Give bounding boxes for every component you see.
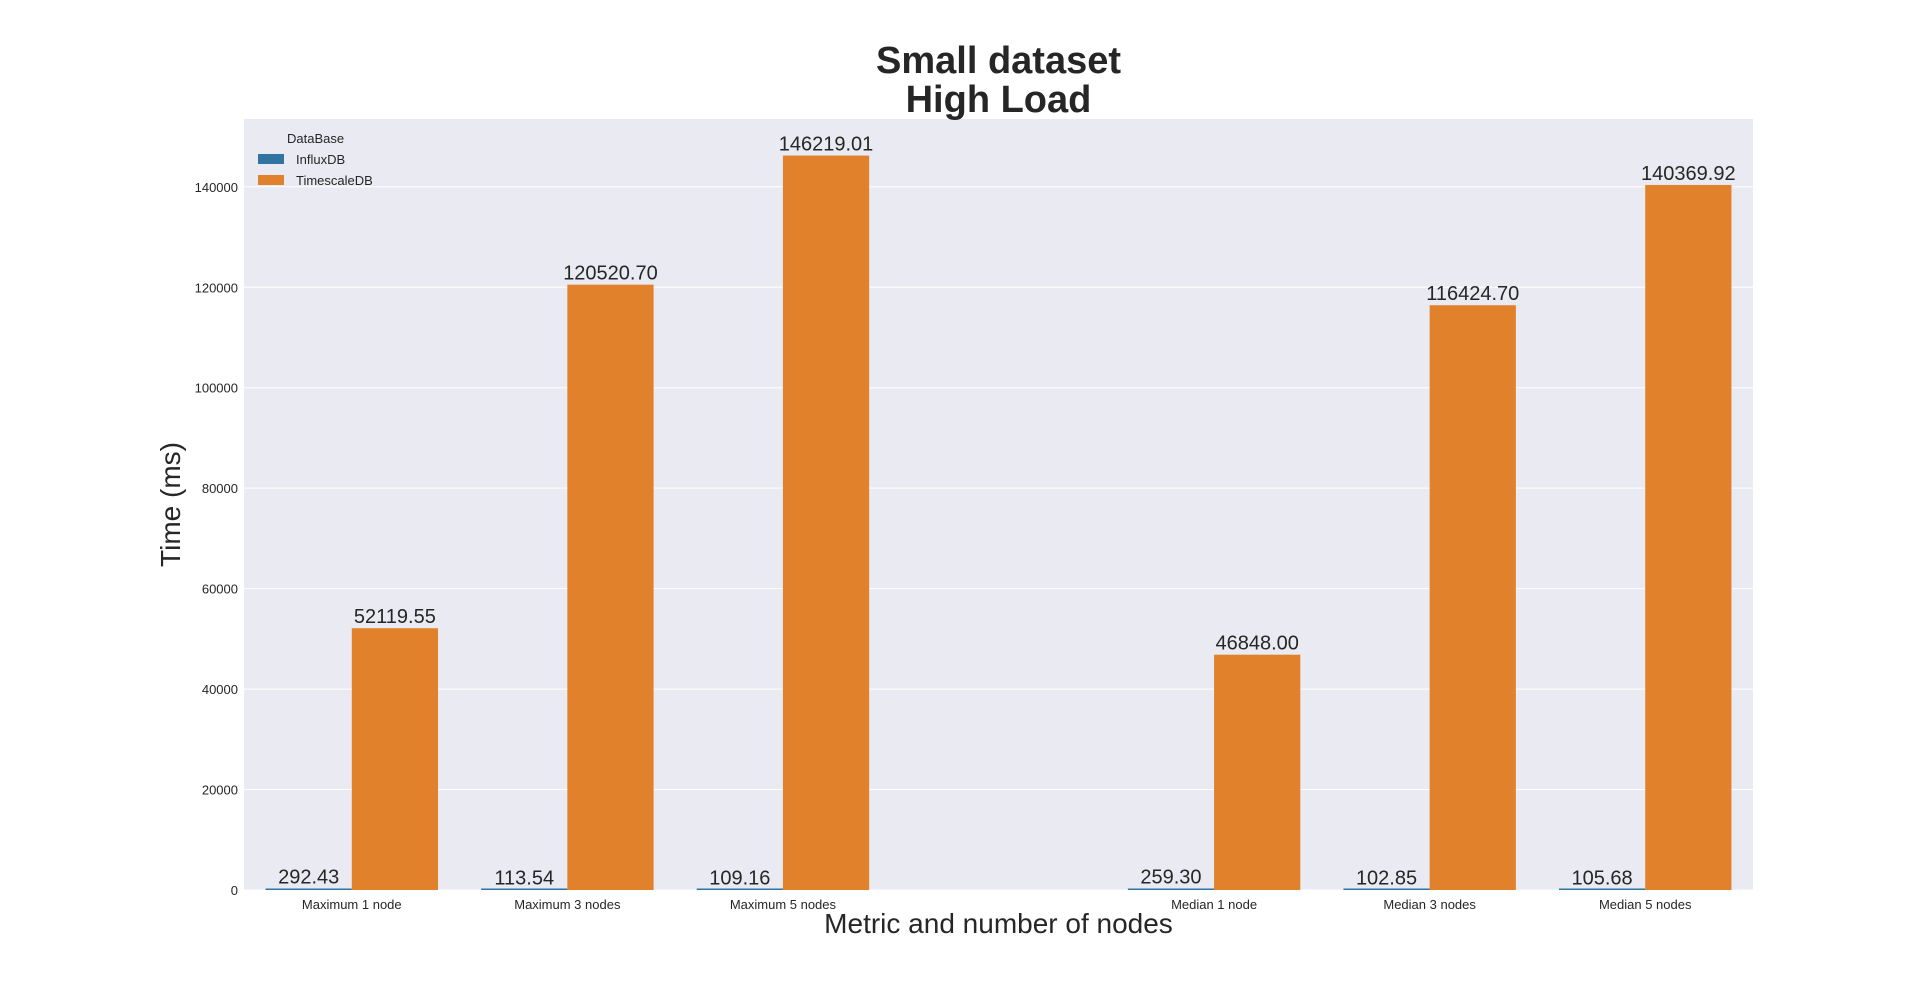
bar-influxdb <box>1343 888 1430 890</box>
bar-value-label: 52119.55 <box>354 606 436 628</box>
x-tick-label: Maximum 3 nodes <box>514 897 621 912</box>
x-tick-label: Maximum 5 nodes <box>730 897 837 912</box>
y-tick-label: 120000 <box>195 280 238 295</box>
bar-value-label: 146219.01 <box>779 134 874 156</box>
y-tick-label: 140000 <box>195 180 238 195</box>
bar-value-label: 116424.70 <box>1426 283 1519 305</box>
chart-title-line-2: High Load <box>906 79 1092 121</box>
bar-value-label: 109.16 <box>709 867 770 889</box>
bar-value-label: 259.30 <box>1140 867 1201 889</box>
x-tick-labels: Maximum 1 node Maximum 3 nodes Maximum 5 n… <box>302 897 1692 912</box>
bar-value-label: 102.85 <box>1356 867 1417 889</box>
y-tick-labels: 0 20000 40000 60000 80000 100000 120000 140000 <box>195 180 238 898</box>
plot-area <box>244 119 1753 890</box>
bars <box>265 155 1732 891</box>
bar-value-label: 105.68 <box>1572 867 1633 889</box>
bar-influxdb <box>481 888 568 890</box>
legend-swatch-timescaledb <box>258 175 284 185</box>
bar-timescaledb <box>1645 184 1732 891</box>
legend: DataBase InfluxDB TimescaleDB <box>258 131 373 188</box>
bar-timescaledb <box>1429 305 1516 890</box>
y-tick-label: 20000 <box>202 783 238 798</box>
bar-value-label: 120520.70 <box>563 263 658 285</box>
x-axis-label: Metric and number of nodes <box>824 908 1173 939</box>
y-tick-label: 0 <box>231 883 238 898</box>
x-tick-label: Median 3 nodes <box>1383 897 1476 912</box>
bar-timescaledb <box>351 628 439 890</box>
bar-value-labels: 292.43 52119.55 113.54 120520.70 109.16 14621… <box>278 134 1736 890</box>
bar-value-label: 113.54 <box>494 867 554 889</box>
bar-influxdb <box>1127 888 1215 890</box>
legend-label-influxdb: InfluxDB <box>296 152 345 167</box>
bar-value-label: 292.43 <box>278 867 339 889</box>
legend-title: DataBase <box>287 131 344 146</box>
bar-value-label: 46848.00 <box>1215 633 1298 655</box>
legend-swatch-influxdb <box>258 154 284 164</box>
y-tick-label: 40000 <box>202 682 238 697</box>
bar-timescaledb <box>1214 654 1301 890</box>
bar-timescaledb <box>567 284 654 891</box>
chart-title-line-1: Small dataset <box>876 40 1121 82</box>
bar-value-label: 140369.92 <box>1641 163 1736 185</box>
bar-influxdb <box>265 888 352 890</box>
gridlines <box>244 186 1753 891</box>
bar-timescaledb <box>782 155 870 890</box>
bar-influxdb <box>1558 888 1646 890</box>
bar-influxdb <box>696 888 783 890</box>
x-tick-label: Maximum 1 node <box>302 897 402 912</box>
x-tick-label: Median 1 node <box>1171 897 1257 912</box>
y-tick-label: 60000 <box>202 582 238 597</box>
y-axis-label: Time (ms) <box>155 442 186 567</box>
y-tick-label: 100000 <box>195 381 238 396</box>
legend-label-timescaledb: TimescaleDB <box>296 173 373 188</box>
y-tick-label: 80000 <box>202 481 238 496</box>
x-tick-label: Median 5 nodes <box>1599 897 1692 912</box>
